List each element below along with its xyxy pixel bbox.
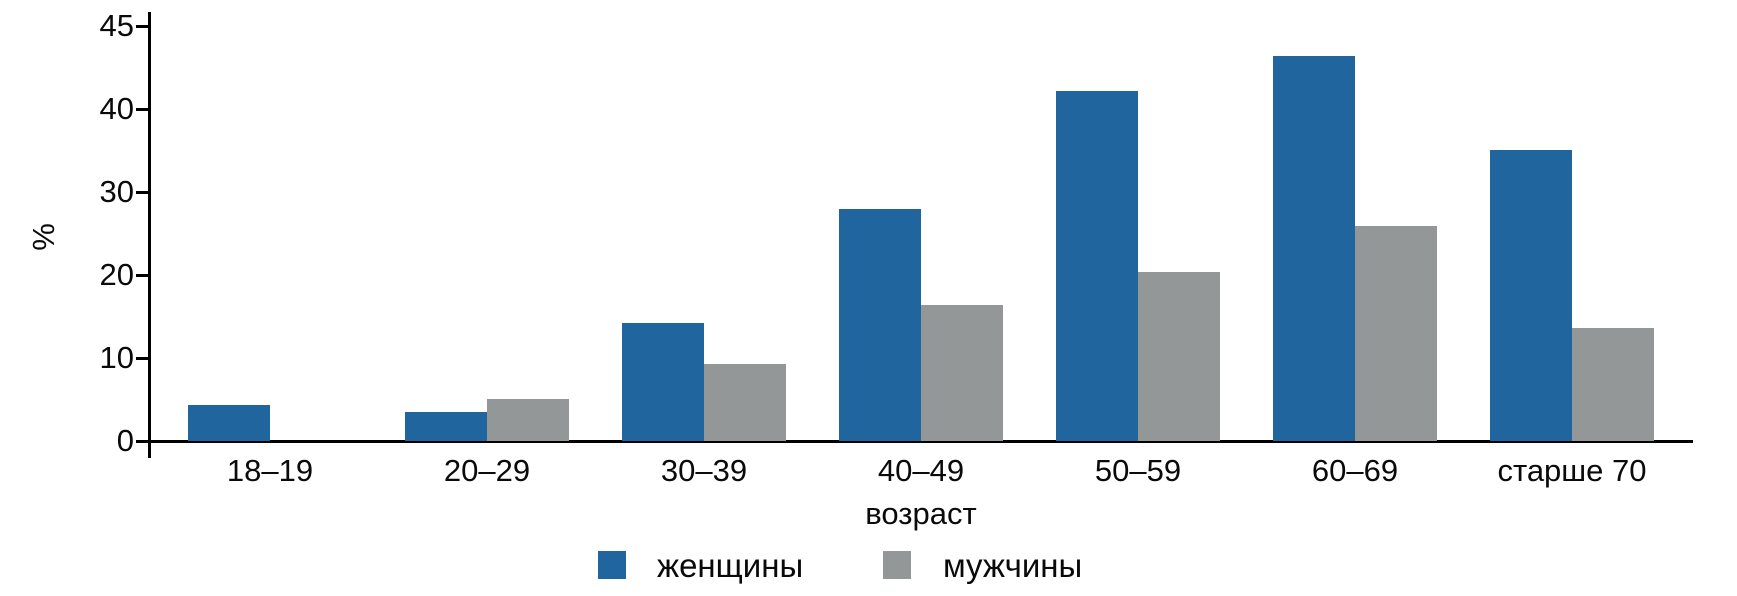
x-tick-label: 40–49	[877, 453, 965, 488]
y-tick-mark	[136, 274, 150, 277]
legend-label-women: женщины	[657, 547, 804, 584]
x-tick-label: 50–59	[1094, 453, 1182, 488]
bar-women	[839, 209, 921, 441]
bar-men	[1572, 328, 1654, 441]
x-tick-label: 20–29	[443, 453, 531, 488]
bar-women	[622, 323, 704, 441]
bar-women	[1273, 56, 1355, 441]
y-tick-mark	[136, 25, 150, 28]
y-tick-label: 0	[116, 423, 134, 458]
y-tick-label: 10	[99, 340, 134, 375]
y-tick-label: 30	[99, 174, 134, 209]
y-tick-mark	[136, 440, 150, 443]
x-axis-title: возраст	[865, 496, 977, 531]
y-axis-line	[148, 12, 151, 458]
x-tick-label: 18–19	[226, 453, 314, 488]
bar-women	[1490, 150, 1572, 441]
bar-women	[405, 412, 487, 441]
bar-men	[487, 399, 569, 441]
bar-men	[921, 305, 1003, 441]
x-axis-line	[148, 440, 1693, 443]
bar-women	[188, 405, 270, 441]
y-tick-mark	[136, 191, 150, 194]
bar-men	[704, 364, 786, 441]
legend-label-men: мужчины	[943, 547, 1083, 584]
bar-men	[1355, 226, 1437, 441]
y-tick-mark	[136, 357, 150, 360]
x-tick-label: старше 70	[1497, 453, 1647, 488]
x-tick-label: 60–69	[1311, 453, 1399, 488]
legend-swatch-men	[883, 551, 911, 579]
y-tick-label: 45	[99, 8, 134, 43]
x-tick-label: 30–39	[660, 453, 748, 488]
y-tick-label: 40	[99, 91, 134, 126]
y-tick-label: 20	[99, 257, 134, 292]
legend-swatch-women	[598, 551, 626, 579]
bar-women	[1056, 91, 1138, 441]
y-axis-title: %	[26, 223, 61, 251]
y-tick-mark	[136, 108, 150, 111]
bar-men	[1138, 272, 1220, 441]
